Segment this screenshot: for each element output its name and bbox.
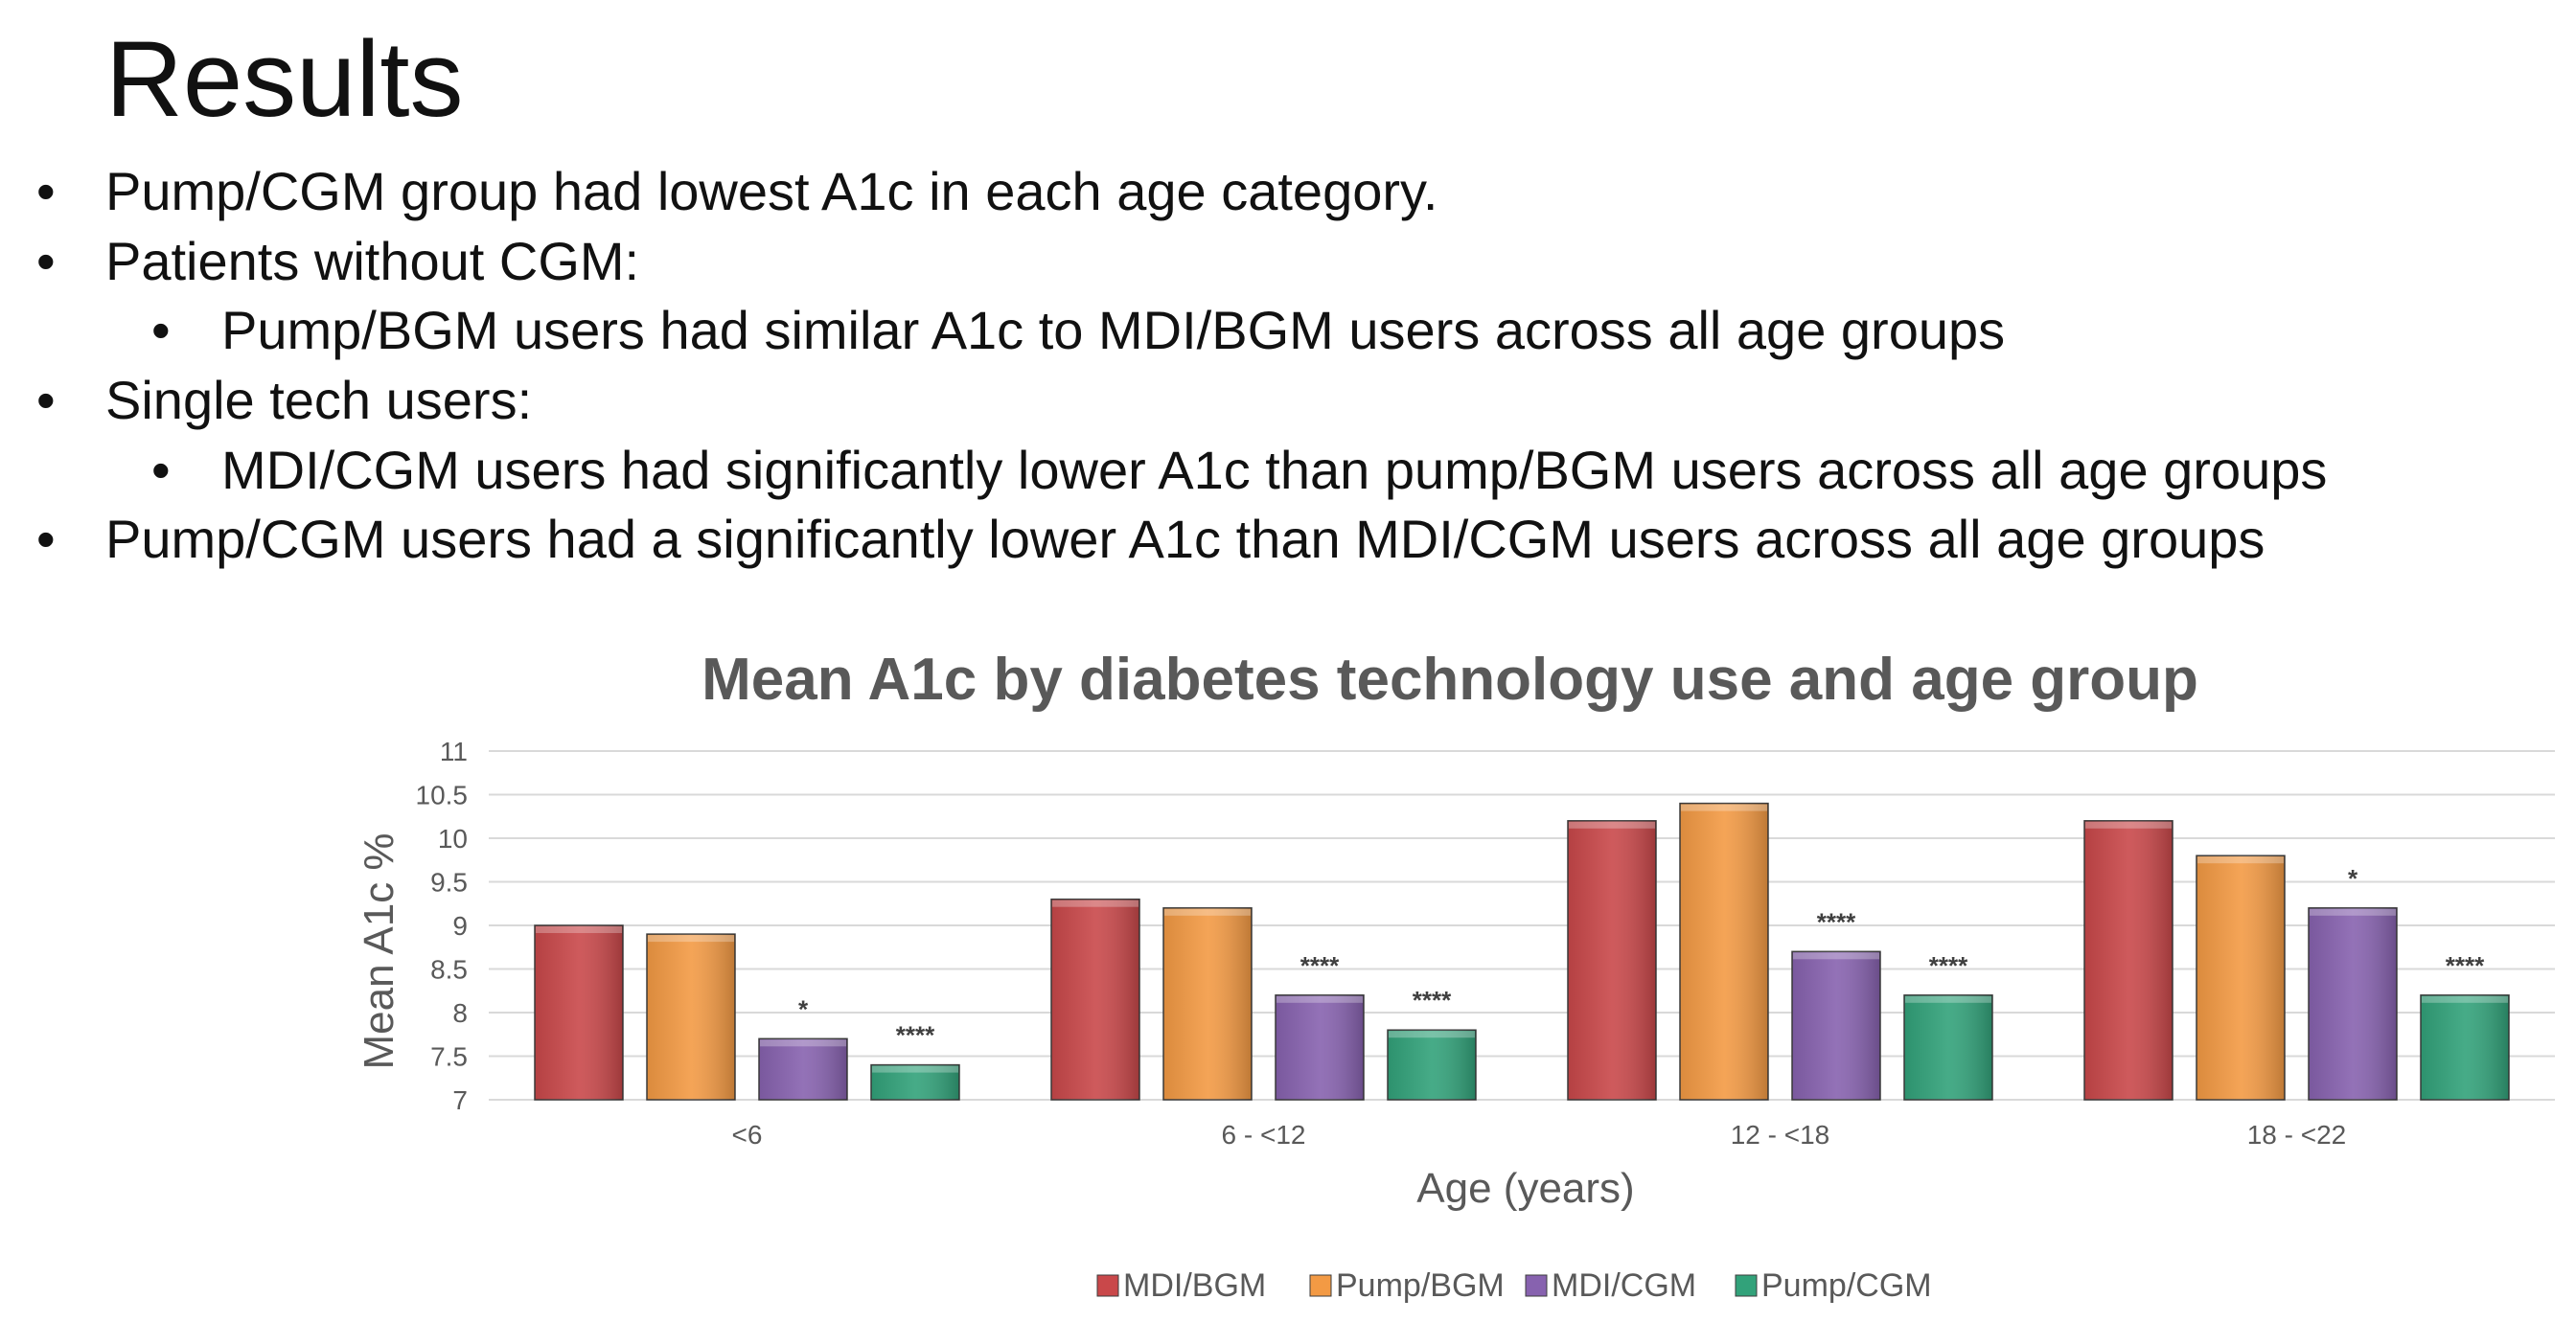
- y-tick-label: 7: [452, 1085, 468, 1115]
- bar-shading: [2084, 820, 2173, 1100]
- significance-marker: ****: [1817, 907, 1856, 936]
- bar-top-bevel: [648, 935, 734, 943]
- bar-top-bevel: [2197, 856, 2284, 864]
- bar-top-bevel: [2422, 995, 2508, 1003]
- bullet-text: Pump/CGM users had a significantly lower…: [105, 509, 2266, 569]
- legend-swatch: [1525, 1274, 1548, 1297]
- x-tick-label: <6: [732, 1120, 763, 1150]
- x-tick-label: 18 - <22: [2247, 1120, 2347, 1150]
- y-tick-label: 9: [452, 911, 468, 941]
- bullet-text: MDI/CGM users had significantly lower A1…: [221, 440, 2328, 500]
- y-tick-label: 8.5: [430, 955, 468, 985]
- bar-shading: [1568, 820, 1656, 1100]
- bullet-glyph: •: [36, 231, 56, 291]
- bullet-glyph: •: [36, 370, 56, 430]
- bar-top-bevel: [1793, 952, 1879, 960]
- bar-shading: [1792, 951, 1880, 1100]
- bar-shading: [1388, 1030, 1476, 1100]
- bar-top-bevel: [760, 1039, 846, 1047]
- x-axis-label: Age (years): [1416, 1165, 1634, 1212]
- bar-shading: [535, 925, 623, 1100]
- y-tick-label: 11: [440, 737, 468, 766]
- bullet-glyph: •: [151, 300, 171, 360]
- bar-shading: [2196, 855, 2285, 1100]
- x-tick-label: 12 - <18: [1731, 1120, 1830, 1150]
- bar-shading: [1904, 994, 1992, 1100]
- bar-top-bevel: [1681, 804, 1767, 811]
- bar-top-bevel: [1569, 821, 1655, 829]
- y-axis-label: Mean A1c %: [356, 832, 402, 1069]
- bullet-text: Pump/BGM users had similar A1c to MDI/BG…: [221, 300, 2006, 360]
- significance-marker: *: [2348, 864, 2358, 893]
- bullet-glyph: •: [36, 509, 56, 569]
- significance-marker: ****: [896, 1021, 935, 1050]
- legend-swatch: [1096, 1274, 1119, 1297]
- bar-top-bevel: [2085, 821, 2172, 829]
- chart-title: Mean A1c by diabetes technology use and …: [702, 647, 2198, 713]
- y-tick-label: 9.5: [430, 868, 468, 898]
- significance-marker: ****: [1300, 951, 1340, 980]
- slide-title: Results: [105, 19, 464, 139]
- legend-swatch: [1309, 1274, 1332, 1297]
- bar-top-bevel: [536, 926, 622, 933]
- bar-top-bevel: [1276, 995, 1363, 1003]
- bullet-text: Single tech users:: [105, 370, 533, 430]
- bar-shading: [2309, 907, 2397, 1100]
- y-tick-label: 8: [452, 998, 468, 1028]
- bar-top-bevel: [2310, 908, 2396, 916]
- significance-marker: ****: [1413, 986, 1452, 1014]
- bullet-glyph: •: [151, 440, 171, 500]
- bars: [534, 802, 2510, 1101]
- bar-shading: [871, 1064, 959, 1100]
- bullet-text: Pump/CGM group had lowest A1c in each ag…: [105, 161, 1438, 221]
- bar-top-bevel: [1052, 900, 1138, 907]
- legend-label: Pump/CGM: [1761, 1267, 1932, 1304]
- bar-top-bevel: [1164, 908, 1251, 916]
- significance-marker: ****: [2446, 951, 2485, 980]
- x-tick-label: 6 - <12: [1222, 1120, 1306, 1150]
- bar-shading: [647, 934, 735, 1100]
- y-tick-label: 7.5: [430, 1042, 468, 1072]
- bar-shading: [759, 1038, 847, 1100]
- bar-shading: [2421, 994, 2509, 1100]
- y-tick-label: 10: [438, 824, 468, 854]
- bullet-glyph: •: [36, 161, 56, 221]
- bar-top-bevel: [872, 1065, 958, 1073]
- bullet-text: Patients without CGM:: [105, 231, 640, 291]
- bar-shading: [1051, 899, 1139, 1100]
- legend-label: MDI/BGM: [1123, 1267, 1266, 1304]
- bar-top-bevel: [1905, 995, 1991, 1003]
- bar-shading: [1276, 994, 1364, 1100]
- bar-top-bevel: [1389, 1031, 1475, 1038]
- legend-swatch: [1735, 1274, 1758, 1297]
- legend-label: MDI/CGM: [1552, 1267, 1696, 1304]
- legend-label: Pump/BGM: [1336, 1267, 1505, 1304]
- y-tick-label: 10.5: [416, 781, 469, 810]
- significance-marker: ****: [1929, 951, 1968, 980]
- legend: MDI/BGM Pump/BGM MDI/CGM Pump/CGM: [1096, 1267, 1932, 1304]
- bar-shading: [1680, 803, 1768, 1100]
- significance-marker: *: [798, 994, 809, 1023]
- bar-shading: [1163, 907, 1252, 1100]
